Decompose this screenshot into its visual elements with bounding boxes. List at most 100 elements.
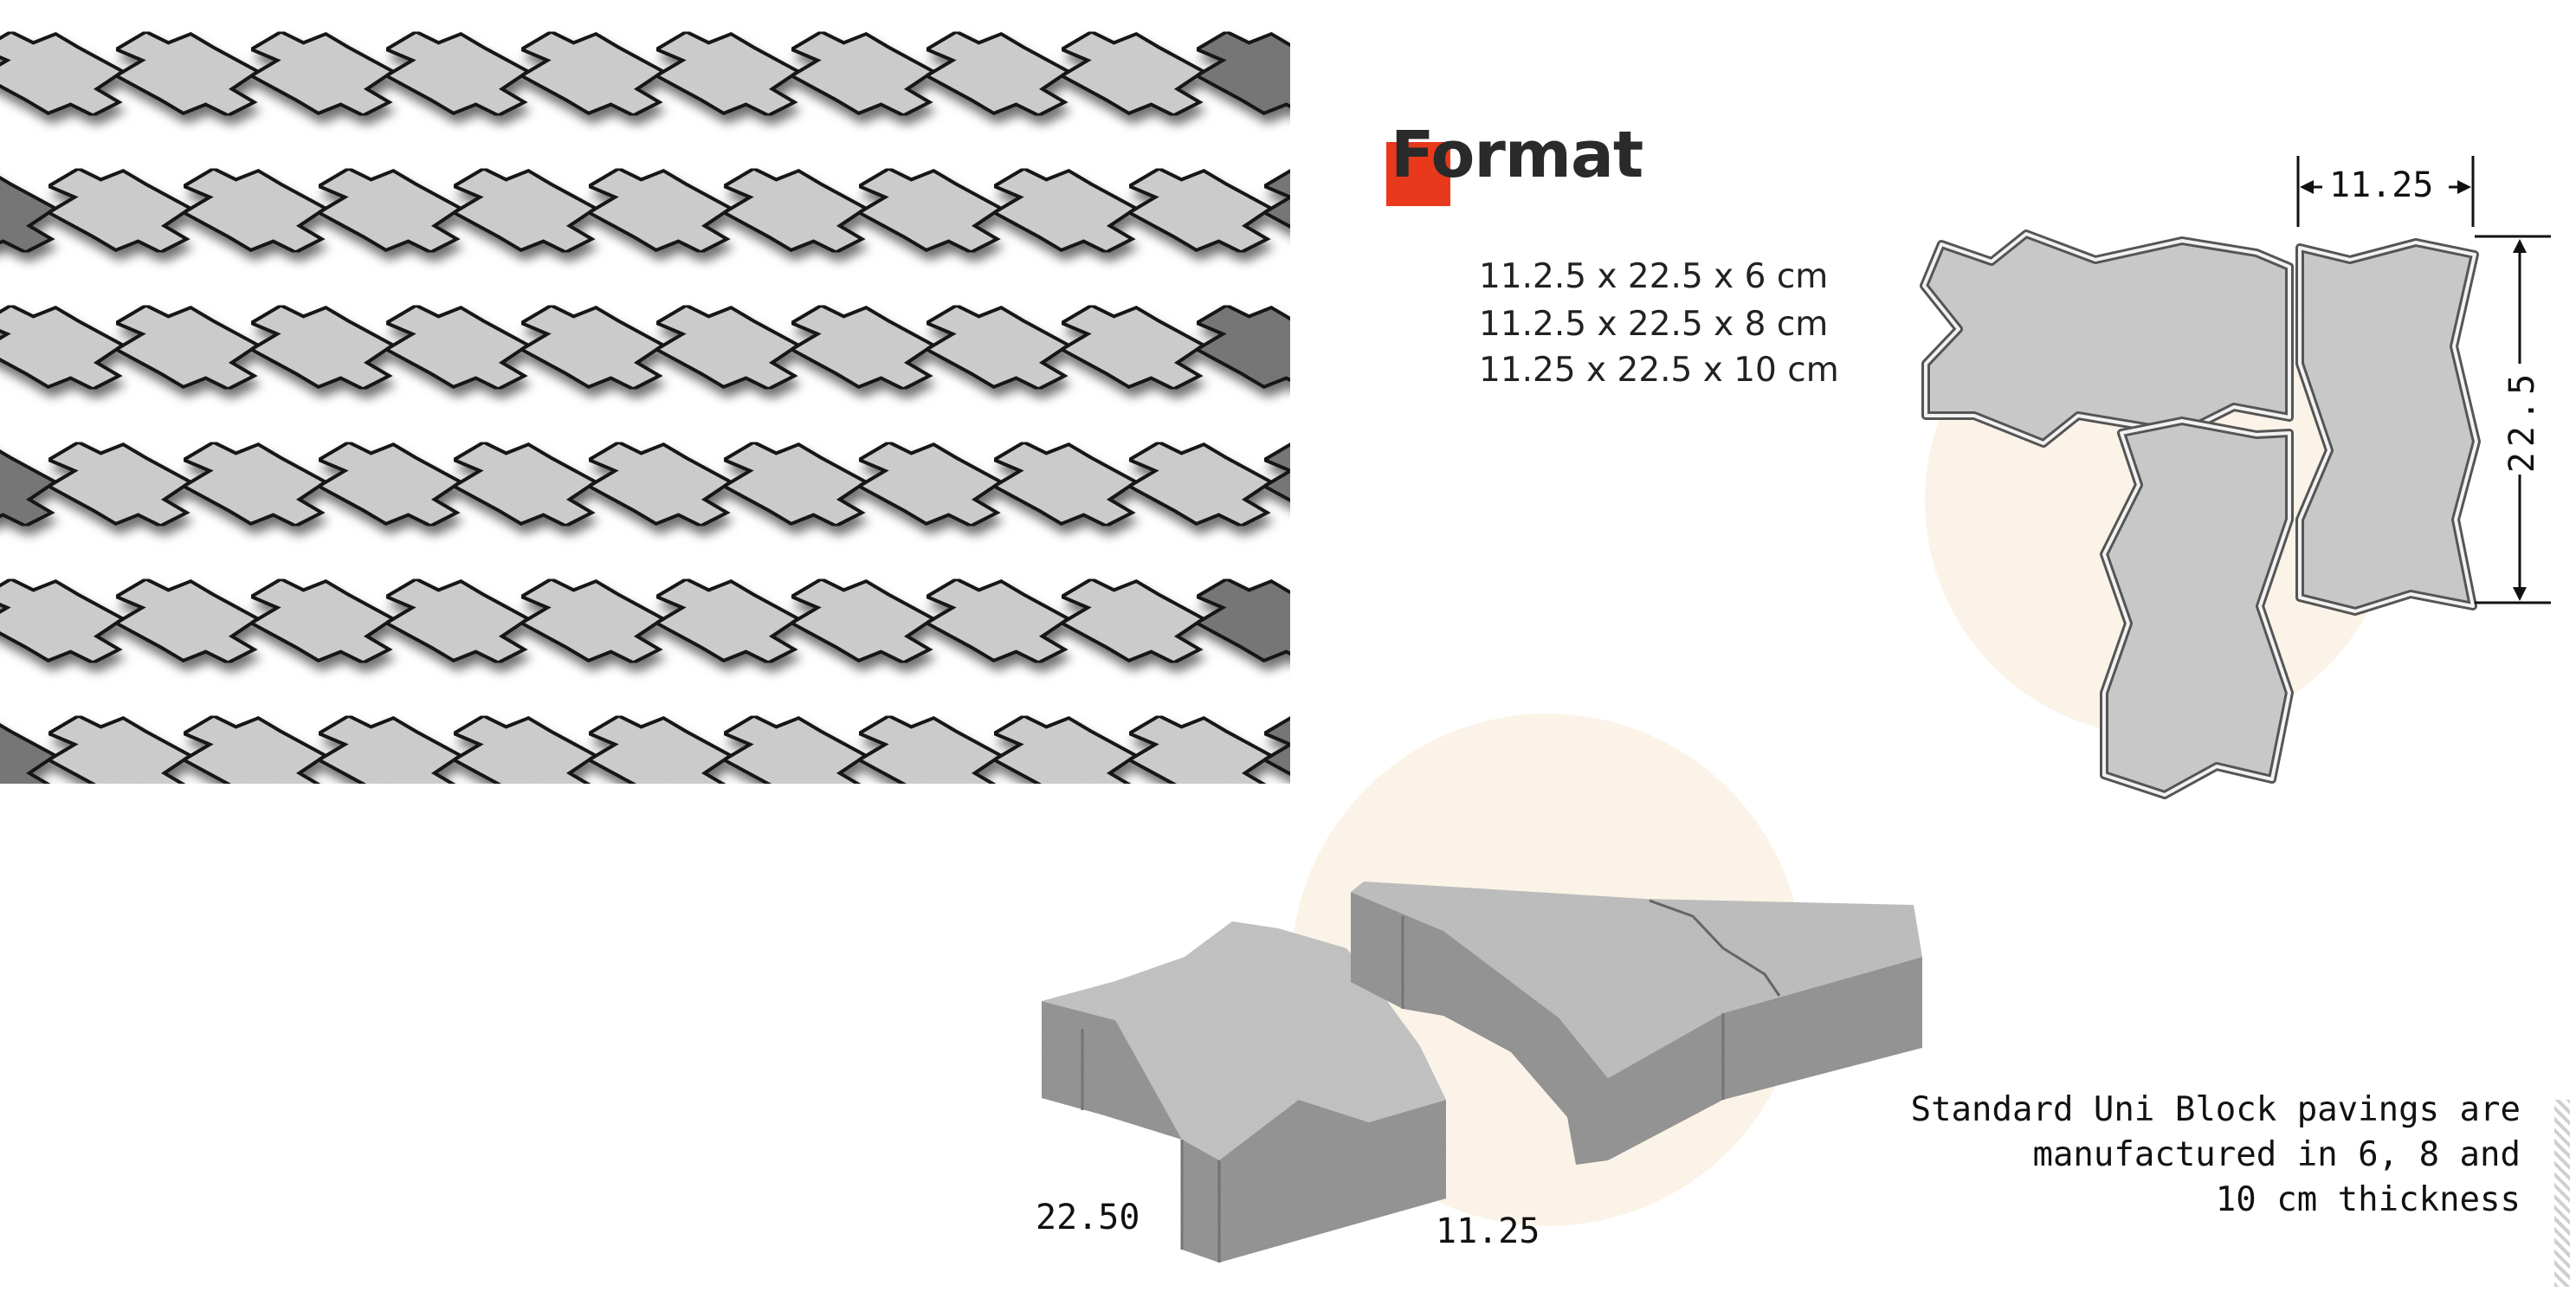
paver-tile [0, 722, 59, 784]
paver-tile [1057, 29, 1207, 118]
paving-pattern [0, 29, 1541, 937]
plan-paver-edge [2298, 241, 2478, 613]
paver-tile [314, 714, 464, 784]
paver-tile [1057, 303, 1207, 391]
paver-tile [44, 166, 194, 255]
paver-tile [1125, 440, 1275, 528]
paver-tile [382, 577, 532, 665]
paver-tile [1399, 443, 1541, 526]
single-block-top [1042, 921, 1446, 1160]
format-size-line: 11.2.5 x 22.5 x 8 cm [1479, 305, 1829, 344]
paver-tile [652, 29, 802, 118]
paver-tile [382, 29, 532, 118]
plan-diagram: 22.5 [1920, 156, 2551, 799]
plan-pavers [1920, 229, 2481, 799]
paver-tile [990, 166, 1140, 255]
paver-tile [314, 166, 464, 255]
interlocking-blocks-top [1351, 882, 1922, 1078]
paver-tile [1332, 32, 1474, 116]
paver-tile [0, 303, 126, 391]
paver-tile [584, 166, 734, 255]
plan-paver-edge [1922, 232, 2291, 445]
paver-tile [720, 440, 869, 528]
paver-tile [922, 29, 1072, 118]
format-heading: Format [1391, 118, 1643, 192]
plan-length-label: 22.5 [2502, 369, 2542, 473]
single-block [1042, 921, 1446, 1263]
paver-tile [855, 714, 1004, 784]
dimension-arrow-icon [2513, 587, 2527, 601]
paver-tile [44, 440, 194, 528]
paver-tile [791, 853, 933, 937]
paver-tile [1332, 579, 1474, 663]
paver-tile [652, 577, 802, 665]
format-size-line: 11.2.5 x 22.5 x 6 cm [1479, 257, 1829, 296]
paver-tile [112, 29, 261, 118]
paver-tile [787, 577, 937, 665]
paver-tile [720, 714, 869, 784]
paver-tile [247, 29, 397, 118]
paver-tile [652, 303, 802, 391]
paver-tile [314, 440, 464, 528]
paver-tile [1332, 306, 1474, 390]
paver-tile [521, 853, 663, 937]
paver-tile [656, 853, 798, 937]
paver-tile [1057, 577, 1207, 665]
interlocking-blocks-side [1351, 892, 1922, 1165]
block-width-label: 11.25 [1436, 1211, 1540, 1251]
dimension-arrow-icon [2457, 180, 2471, 194]
paver-tile [0, 853, 123, 937]
paver-tile [1125, 714, 1275, 784]
paver-tile [0, 577, 126, 665]
paver-tile [922, 577, 1072, 665]
paver-tile [112, 303, 261, 391]
paver-tile [1260, 169, 1290, 229]
paver-tile [787, 303, 937, 391]
interlocking-blocks-joint [1649, 899, 1781, 997]
thickness-note-line: Standard Uni Block pavings are [1910, 1090, 2521, 1129]
paver-tile [382, 303, 532, 391]
paver-tile [926, 853, 1068, 937]
edge-decoration [2554, 1100, 2570, 1287]
paver-tile [584, 714, 734, 784]
dimension-arrow-icon [2300, 180, 2314, 194]
paver-tile [517, 303, 667, 391]
paver-tile [922, 303, 1072, 391]
paver-tile [44, 714, 194, 784]
paver-tile [251, 853, 393, 937]
paver-tile [179, 714, 329, 784]
block-length-label: 22.50 [1036, 1198, 1140, 1237]
paver-tile [855, 166, 1004, 255]
paver-tile [990, 714, 1140, 784]
paver-tile [787, 29, 937, 118]
plan-paver [2295, 238, 2481, 616]
paver-tile [247, 303, 397, 391]
paver-tile [517, 29, 667, 118]
paver-tile [1192, 577, 1290, 663]
paver-tile [1192, 29, 1290, 116]
paver-tile [1260, 716, 1290, 776]
plan-width-label: 11.25 [2329, 165, 2434, 205]
paver-tile [1062, 853, 1204, 937]
paver-tile [449, 166, 599, 255]
paver-tile [449, 714, 599, 784]
paver-tile [584, 440, 734, 528]
block-illustration [1042, 714, 1922, 1263]
paver-tile [449, 440, 599, 528]
thickness-note-line: 10 cm thickness [2215, 1180, 2521, 1219]
paver-tile [0, 29, 126, 118]
paver-tile [116, 853, 258, 937]
paver-tile [386, 853, 528, 937]
paver-tile [720, 166, 869, 255]
paver-tile [179, 166, 329, 255]
format-marker-icon [1386, 142, 1450, 206]
paver-tile [1125, 166, 1275, 255]
plan-paver-edge [2102, 419, 2291, 797]
paver-tile [1260, 443, 1290, 502]
paver-tile [247, 577, 397, 665]
interlocking-blocks [1351, 882, 1922, 1165]
paver-tile [112, 577, 261, 665]
paver-tile [179, 440, 329, 528]
paver-tile [0, 449, 59, 528]
